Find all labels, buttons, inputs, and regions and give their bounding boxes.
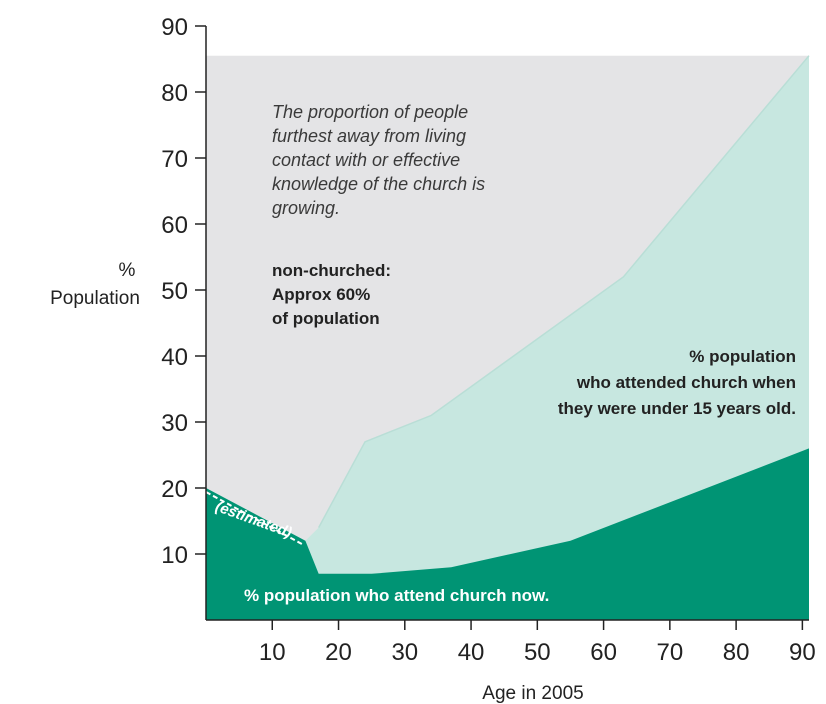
y-tick-label: 90 [161,14,188,41]
y-tick-label: 10 [161,542,188,569]
axes [205,26,809,621]
annotation-attended: % population who attended church when th… [558,347,796,418]
attended-line-3: they were under 15 years old. [558,399,796,418]
y-tick-label: 40 [161,344,188,371]
plot-areas [205,55,810,620]
x-tick-label: 80 [723,639,750,666]
y-tick-label: 30 [161,410,188,437]
note-line-3: contact with or effective [272,150,460,170]
annotation-nonchurched: non-churched: Approx 60% of population [272,261,391,328]
x-tick-label: 30 [391,639,418,666]
y-tick-label: 50 [161,278,188,305]
x-axis-title: Age in 2005 [482,683,583,704]
x-tick-label: 90 [789,639,816,666]
line-attended-edge [317,55,810,528]
note-line-4: knowledge of the church is [272,174,485,194]
annotation-attend-now: % population who attend church now. [244,586,549,605]
y-tick-label: 20 [161,476,188,503]
area-attend-now [206,448,809,620]
x-tick-label: 20 [325,639,352,666]
y-axis-title-line-1: % [119,260,136,281]
note-line-1: The proportion of people [272,102,468,122]
nonchurched-line-3: of population [272,309,380,328]
note-line-2: furthest away from living [272,126,466,146]
estimated-dashed-line [205,491,304,546]
x-tick-label: 10 [259,639,286,666]
area-attended-under-15 [206,55,809,620]
y-tick-label: 60 [161,212,188,239]
y-axis-title-line-2: Population [50,288,140,309]
attended-line-1: % population [689,347,796,366]
y-tick-label: 70 [161,146,188,173]
x-tick-label: 60 [590,639,617,666]
nonchurched-line-1: non-churched: [272,261,391,280]
y-axis-ticks: 10 20 30 40 50 60 70 80 90 [161,14,206,569]
x-tick-label: 50 [524,639,551,666]
nonchurched-line-2: Approx 60% [272,285,370,304]
attended-line-2: who attended church when [576,373,796,392]
annotation-note: The proportion of people furthest away f… [272,102,485,218]
x-tick-label: 70 [656,639,683,666]
x-axis-ticks: 10 20 30 40 50 60 70 80 90 [259,620,816,666]
y-tick-label: 80 [161,80,188,107]
note-line-5: growing. [272,198,340,218]
x-tick-label: 40 [458,639,485,666]
